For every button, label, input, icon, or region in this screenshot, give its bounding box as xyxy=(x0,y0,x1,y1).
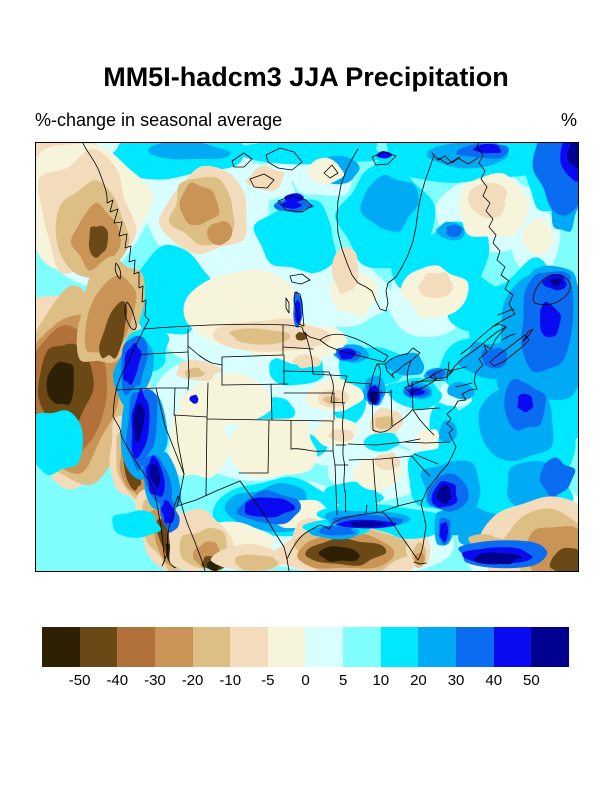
colorbar-segment xyxy=(230,627,268,667)
figure-subtitle: %-change in seasonal average xyxy=(35,110,283,130)
map-panel xyxy=(35,142,579,572)
page-title: MM5I-hadcm3 JJA Precipitation xyxy=(103,62,509,92)
colorbar-segment xyxy=(267,627,306,667)
colorbar-segment xyxy=(305,627,344,667)
contour-fill-layer xyxy=(36,143,578,571)
colorbar-tick-label: -30 xyxy=(144,672,166,689)
colorbar-segment xyxy=(418,627,457,667)
colorbar-segment xyxy=(456,627,494,667)
colorbar-segment xyxy=(493,627,532,667)
colorbar-tick-label: 5 xyxy=(338,672,348,689)
colorbar-segment xyxy=(79,627,118,667)
colorbar-segment xyxy=(117,627,155,667)
colorbar xyxy=(42,627,569,667)
colorbar-tick-label: 50 xyxy=(523,672,540,689)
colorbar-segment xyxy=(154,627,193,667)
colorbar-tick-label: 30 xyxy=(447,672,465,689)
colorbar-segment xyxy=(343,627,381,667)
colorbar-tick-label: -5 xyxy=(261,672,275,689)
colorbar-tick-label: 20 xyxy=(410,672,427,689)
colorbar-tick-label: -10 xyxy=(219,672,242,689)
colorbar-tick-label: -50 xyxy=(68,672,91,689)
coastline-and-border-layer xyxy=(82,143,571,571)
colorbar-tick-labels: -50 -40 -30 -20 -10 -5 0 5 10 20 30 40 50 xyxy=(42,672,569,690)
colorbar-segment xyxy=(192,627,231,667)
colorbar-tick-label: -20 xyxy=(181,672,204,689)
colorbar-tick-label: 0 xyxy=(301,672,310,689)
map-figure xyxy=(36,143,578,571)
units-label: % xyxy=(560,110,577,130)
colorbar-segment xyxy=(380,627,419,667)
colorbar-tick-label: -40 xyxy=(106,672,129,689)
colorbar-tick-label: 40 xyxy=(485,672,503,689)
colorbar-tick-label: 10 xyxy=(372,672,390,689)
colorbar-segment xyxy=(42,627,80,667)
colorbar-segment xyxy=(531,627,569,667)
